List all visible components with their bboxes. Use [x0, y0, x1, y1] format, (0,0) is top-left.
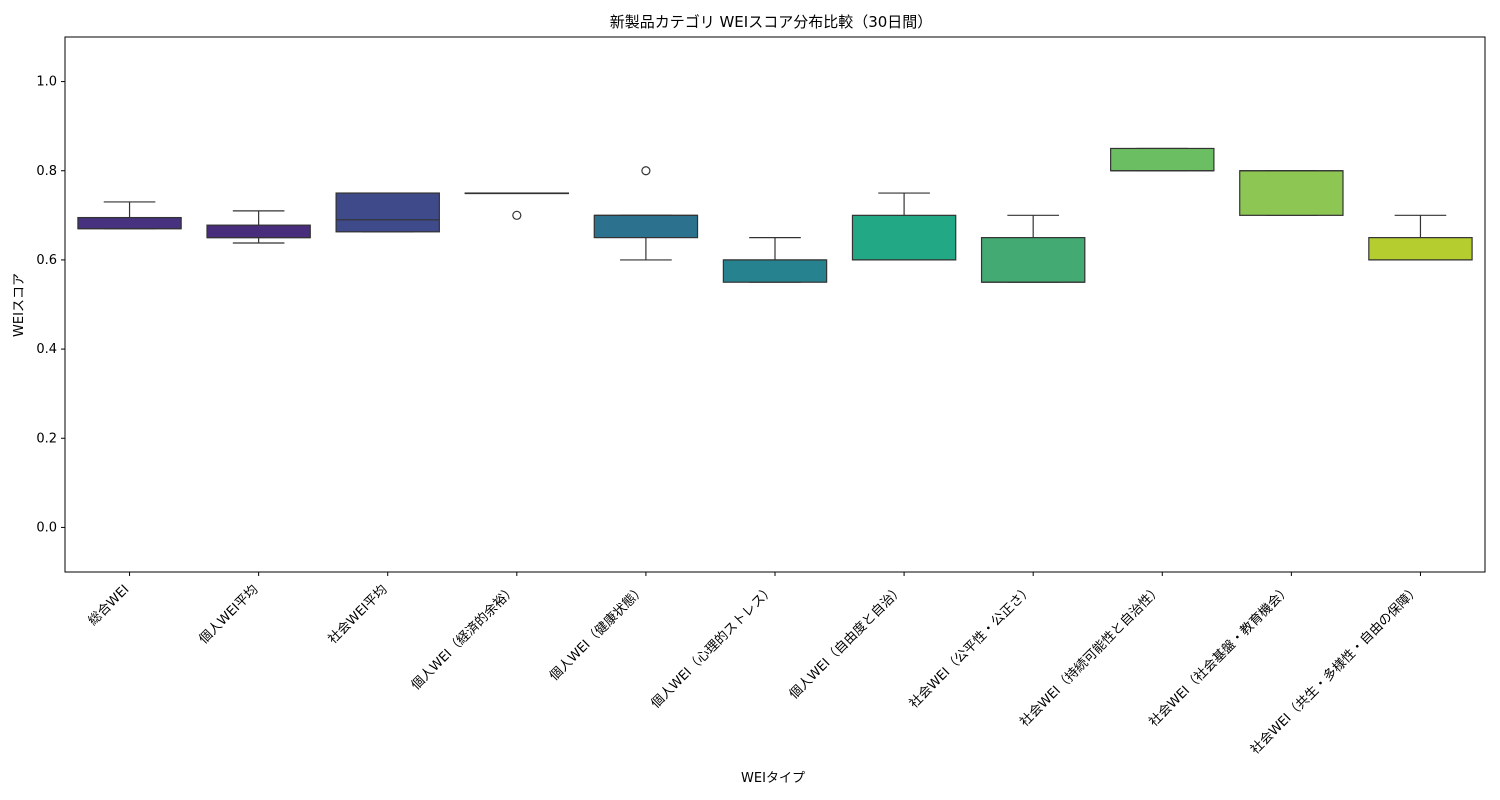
y-tick-label: 0.6 — [36, 253, 57, 268]
outlier-point — [641, 166, 651, 176]
iqr-box — [851, 214, 957, 261]
x-axis-label: WEIタイプ — [741, 771, 805, 786]
x-tick-label: 個人WEI（心理的ストレス） — [648, 582, 778, 712]
box-11 — [1368, 214, 1473, 261]
iqr-box — [1368, 237, 1473, 261]
iqr-box — [77, 216, 182, 230]
box-6 — [722, 237, 828, 283]
iqr-box — [1239, 170, 1344, 216]
box-8 — [980, 214, 1086, 283]
boxes — [77, 147, 1473, 283]
y-tick-label: 1.0 — [36, 75, 57, 90]
iqr-box — [1110, 147, 1215, 172]
y-tick-label: 0.8 — [36, 164, 57, 179]
iqr-box — [980, 237, 1086, 283]
iqr-box — [206, 224, 311, 239]
chart-title: 新製品カテゴリ WEIスコア分布比較（30日間） — [610, 13, 933, 31]
iqr-box — [593, 214, 699, 239]
box-2 — [206, 210, 311, 244]
iqr-box — [722, 259, 828, 283]
y-axis: 0.0 0.2 0.4 0.6 0.8 1.0 — [36, 75, 65, 535]
y-axis-label: WEIスコア — [12, 273, 27, 337]
box-3 — [335, 192, 440, 233]
x-tick-label: 社会WEI平均 — [325, 582, 391, 648]
x-tick-label: 個人WEI（自由度と自治） — [786, 582, 907, 703]
iqr-box — [335, 192, 440, 233]
box-5 — [593, 166, 699, 261]
box-4 — [464, 192, 570, 220]
y-tick-label: 0.2 — [36, 431, 57, 446]
y-tick-label: 0.4 — [36, 342, 57, 357]
x-tick-label: 個人WEI平均 — [196, 582, 261, 647]
box-7 — [851, 192, 957, 261]
x-tick-label: 社会WEI（持続可能性と自治性） — [1017, 582, 1165, 730]
box-1 — [77, 201, 182, 230]
y-tick-label: 0.0 — [36, 520, 57, 535]
x-tick-label: 個人WEI（健康状態） — [546, 582, 648, 684]
plot-frame — [64, 36, 1486, 573]
box-9 — [1110, 147, 1215, 172]
x-tick-label: 個人WEI（経済的余裕） — [408, 582, 520, 694]
box-10 — [1239, 170, 1344, 216]
x-tick-label: 社会WEI（公平性・公正さ） — [906, 582, 1036, 712]
x-axis: 総合WEI 個人WEI平均 社会WEI平均 個人WEI（経済的余裕） 個人WEI（健康状… — [86, 572, 1423, 758]
x-tick-label: 総合WEI — [86, 582, 133, 629]
x-tick-label: 社会WEI（社会基盤・教育機会） — [1146, 582, 1294, 730]
outlier-point — [512, 210, 522, 220]
